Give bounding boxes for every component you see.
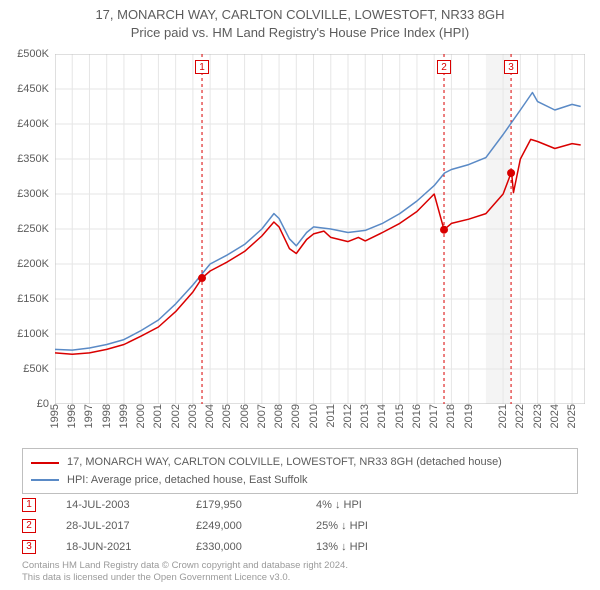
license-line1: Contains HM Land Registry data © Crown c… bbox=[22, 560, 348, 571]
event-diff-1: 4% ↓ HPI bbox=[316, 499, 362, 511]
legend-row-price-paid: 17, MONARCH WAY, CARLTON COLVILLE, LOWES… bbox=[31, 454, 569, 472]
legend-label-hpi: HPI: Average price, detached house, East… bbox=[67, 472, 308, 490]
y-tick-label: £450K bbox=[17, 83, 55, 95]
title-line2: Price paid vs. HM Land Registry's House … bbox=[0, 24, 600, 42]
event-diff-3: 13% ↓ HPI bbox=[316, 541, 368, 553]
event-row-3: 3 18-JUN-2021 £330,000 13% ↓ HPI bbox=[22, 536, 578, 557]
event-price-2: £249,000 bbox=[196, 520, 316, 532]
x-tick-label: 2002 bbox=[170, 404, 182, 428]
x-tick-label: 2007 bbox=[256, 404, 268, 428]
x-tick-label: 2008 bbox=[273, 404, 285, 428]
x-tick-label: 2004 bbox=[204, 404, 216, 428]
event-table: 1 14-JUL-2003 £179,950 4% ↓ HPI 2 28-JUL… bbox=[22, 494, 578, 557]
y-tick-label: £400K bbox=[17, 118, 55, 130]
event-price-3: £330,000 bbox=[196, 541, 316, 553]
x-tick-label: 1996 bbox=[66, 404, 78, 428]
event-top-marker: 1 bbox=[195, 60, 209, 74]
legend-row-hpi: HPI: Average price, detached house, East… bbox=[31, 472, 569, 490]
chart-title: 17, MONARCH WAY, CARLTON COLVILLE, LOWES… bbox=[0, 0, 600, 41]
event-top-marker: 3 bbox=[504, 60, 518, 74]
event-marker-2: 2 bbox=[22, 519, 36, 533]
y-tick-label: £50K bbox=[23, 363, 55, 375]
event-date-2: 28-JUL-2017 bbox=[66, 520, 196, 532]
license-text: Contains HM Land Registry data © Crown c… bbox=[22, 560, 578, 585]
y-tick-label: £500K bbox=[17, 48, 55, 60]
legend-swatch-price-paid bbox=[31, 462, 59, 464]
x-tick-label: 2003 bbox=[187, 404, 199, 428]
x-tick-label: 2009 bbox=[290, 404, 302, 428]
event-row-1: 1 14-JUL-2003 £179,950 4% ↓ HPI bbox=[22, 494, 578, 515]
y-tick-label: £100K bbox=[17, 328, 55, 340]
license-line2: This data is licensed under the Open Gov… bbox=[22, 572, 290, 583]
x-tick-label: 2006 bbox=[239, 404, 251, 428]
chart-svg bbox=[55, 54, 585, 404]
chart-plot-area: £0£50K£100K£150K£200K£250K£300K£350K£400… bbox=[55, 54, 585, 404]
legend: 17, MONARCH WAY, CARLTON COLVILLE, LOWES… bbox=[22, 448, 578, 494]
x-axis-labels: 1995199619971998199920002001200220032004… bbox=[55, 404, 585, 444]
x-tick-label: 2011 bbox=[325, 404, 337, 428]
x-tick-label: 2021 bbox=[497, 404, 509, 428]
legend-swatch-hpi bbox=[31, 479, 59, 481]
x-tick-label: 2013 bbox=[359, 404, 371, 428]
event-price-1: £179,950 bbox=[196, 499, 316, 511]
x-tick-label: 2015 bbox=[394, 404, 406, 428]
x-tick-label: 2017 bbox=[428, 404, 440, 428]
x-tick-label: 2012 bbox=[342, 404, 354, 428]
event-marker-3: 3 bbox=[22, 540, 36, 554]
x-tick-label: 2018 bbox=[445, 404, 457, 428]
x-tick-label: 2016 bbox=[411, 404, 423, 428]
x-tick-label: 2010 bbox=[308, 404, 320, 428]
event-diff-2: 25% ↓ HPI bbox=[316, 520, 368, 532]
x-tick-label: 1997 bbox=[83, 404, 95, 428]
x-tick-label: 2000 bbox=[135, 404, 147, 428]
y-tick-label: £200K bbox=[17, 258, 55, 270]
x-tick-label: 2005 bbox=[221, 404, 233, 428]
x-tick-label: 2001 bbox=[152, 404, 164, 428]
legend-label-price-paid: 17, MONARCH WAY, CARLTON COLVILLE, LOWES… bbox=[67, 454, 502, 472]
y-tick-label: £300K bbox=[17, 188, 55, 200]
x-tick-label: 1998 bbox=[101, 404, 113, 428]
x-tick-label: 2024 bbox=[549, 404, 561, 428]
y-tick-label: £250K bbox=[17, 223, 55, 235]
event-row-2: 2 28-JUL-2017 £249,000 25% ↓ HPI bbox=[22, 515, 578, 536]
x-tick-label: 2019 bbox=[463, 404, 475, 428]
event-date-1: 14-JUL-2003 bbox=[66, 499, 196, 511]
title-line1: 17, MONARCH WAY, CARLTON COLVILLE, LOWES… bbox=[0, 6, 600, 24]
x-tick-label: 2025 bbox=[566, 404, 578, 428]
y-tick-label: £350K bbox=[17, 153, 55, 165]
event-date-3: 18-JUN-2021 bbox=[66, 541, 196, 553]
y-tick-label: £150K bbox=[17, 293, 55, 305]
x-tick-label: 2022 bbox=[514, 404, 526, 428]
event-marker-1: 1 bbox=[22, 498, 36, 512]
x-tick-label: 1999 bbox=[118, 404, 130, 428]
x-tick-label: 2014 bbox=[376, 404, 388, 428]
x-tick-label: 2023 bbox=[532, 404, 544, 428]
event-top-marker: 2 bbox=[437, 60, 451, 74]
x-tick-label: 1995 bbox=[49, 404, 61, 428]
